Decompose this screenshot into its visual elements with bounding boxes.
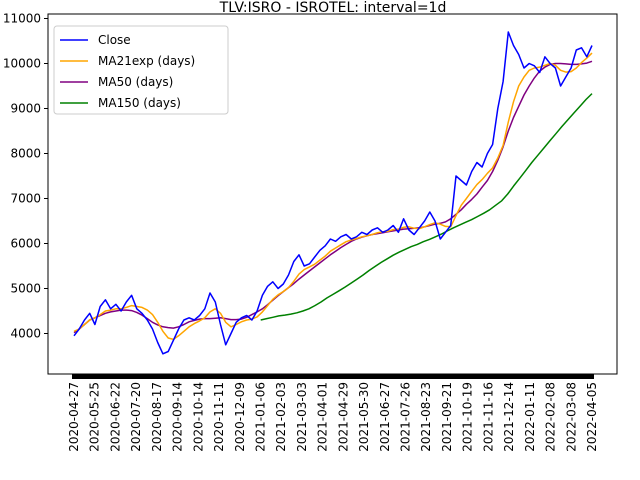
- x-tick-label: 2020-06-22: [108, 382, 122, 452]
- x-tick-label: 2020-04-27: [67, 382, 81, 452]
- x-tick-label: 2020-08-17: [150, 382, 164, 452]
- x-tick-label: 2022-02-08: [544, 382, 558, 452]
- legend-box: [53, 25, 229, 115]
- x-tick-label: 2020-11-11: [212, 382, 226, 452]
- legend: Close MA21exp (days) MA50 (days) MA150 (day…: [53, 25, 229, 115]
- x-tick-label: 2020-05-25: [88, 382, 102, 452]
- x-tick-label: 2020-09-14: [171, 382, 185, 452]
- y-tick-label: 6000: [10, 237, 41, 251]
- legend-label: Close: [98, 33, 131, 47]
- series-line: [73, 52, 593, 341]
- x-tick-label: 2021-07-26: [399, 382, 413, 452]
- y-tick-label: 11000: [3, 12, 41, 26]
- x-tick-label: 2021-04-29: [336, 382, 350, 452]
- x-tick-label: 2021-04-01: [316, 382, 330, 452]
- x-tick-label: 2022-01-11: [523, 382, 537, 452]
- x-tick-label: 2021-08-23: [419, 382, 433, 452]
- x-tick-label: 2021-12-14: [502, 382, 516, 452]
- y-axis: 4000 5000 6000 7000 8000 9000 10000 11000: [3, 12, 48, 341]
- x-tick-label: 2022-04-05: [585, 382, 599, 452]
- series-lines: [73, 31, 593, 355]
- series-line: [73, 31, 593, 355]
- x-tick-label: 2022-03-08: [564, 382, 578, 452]
- legend-label: MA21exp (days): [98, 54, 195, 68]
- y-tick-label: 4000: [10, 327, 41, 341]
- x-tick-label: 2021-01-06: [253, 382, 267, 452]
- chart-title: TLV:ISRO - ISROTEL: interval=1d: [219, 0, 447, 16]
- x-tick-label: 2021-11-16: [481, 382, 495, 452]
- y-tick-label: 10000: [3, 57, 41, 71]
- x-tick-label: 2021-03-03: [295, 382, 309, 452]
- legend-label: MA150 (days): [98, 96, 181, 110]
- x-tick-label: 2021-05-30: [357, 382, 371, 452]
- series-line: [260, 93, 593, 321]
- x-tick-label: 2021-06-27: [378, 382, 392, 452]
- x-tick-label: 2020-12-09: [233, 382, 247, 452]
- x-tick-label: 2021-02-03: [274, 382, 288, 452]
- y-tick-label: 7000: [10, 192, 41, 206]
- y-tick-label: 8000: [10, 147, 41, 161]
- x-tick-label: 2020-10-14: [191, 382, 205, 452]
- x-tick-label: 2020-07-20: [129, 382, 143, 452]
- x-tick-label: 2021-09-21: [440, 382, 454, 452]
- y-tick-label: 5000: [10, 282, 41, 296]
- x-minor-tick-band: [72, 374, 594, 379]
- x-tick-label: 2021-10-19: [461, 382, 475, 452]
- y-tick-label: 9000: [10, 102, 41, 116]
- x-axis: 2020-04-27 2020-05-25 2020-06-22 2020-07-20…: [67, 374, 599, 452]
- legend-label: MA50 (days): [98, 75, 173, 89]
